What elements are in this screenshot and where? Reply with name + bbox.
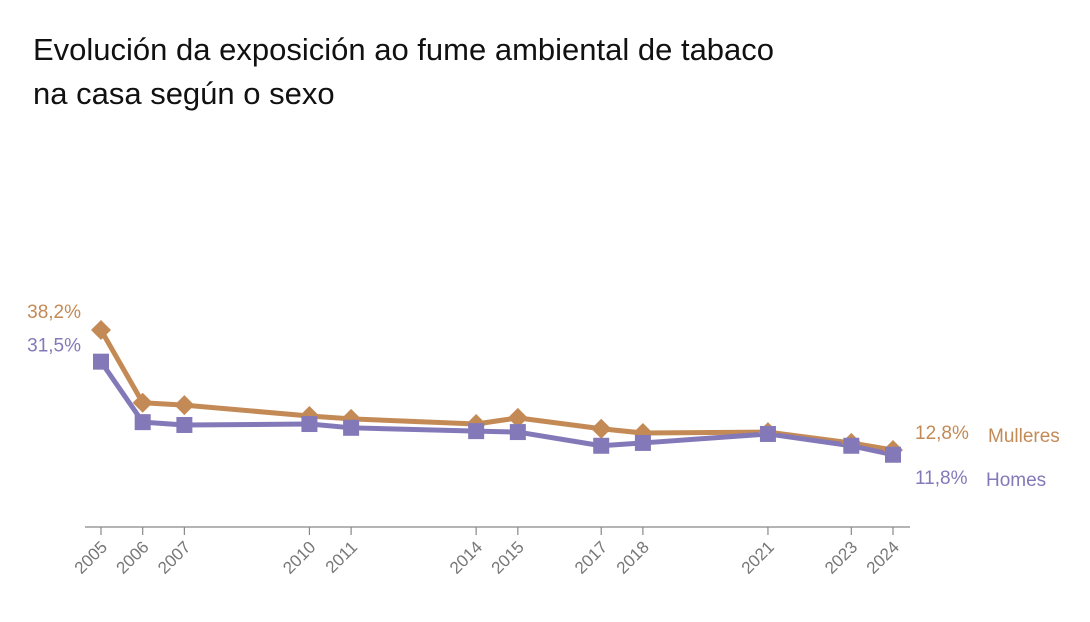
x-tick-label: 2014 [446,538,486,578]
legend-label: Mulleres [988,426,1060,447]
marker [509,424,526,441]
value-label: 11,8% [915,468,968,489]
chart-title: na casa según o sexo [33,76,335,111]
x-tick-label: 2011 [322,538,361,577]
chart-title: Evolución da exposición ao fume ambienta… [33,32,774,67]
marker [343,419,360,436]
x-tick-label: 2024 [863,538,903,578]
marker [843,437,860,454]
x-tick-label: 2023 [821,538,861,578]
x-tick-label: 2010 [279,538,319,578]
x-tick-label: 2007 [154,538,194,578]
value-label: 31,5% [27,336,81,357]
legend-label: Homes [986,470,1046,491]
marker [468,423,485,440]
x-tick-label: 2021 [738,538,778,578]
marker [134,414,151,431]
x-tick-label: 2017 [571,538,611,578]
value-label: 38,2% [27,302,81,323]
marker [634,434,651,451]
marker [301,416,318,433]
marker [759,425,776,442]
marker [507,407,528,428]
x-tick-label: 2006 [113,538,153,578]
value-label: 12,8% [915,423,969,444]
x-tick-label: 2005 [71,538,111,578]
marker [174,395,195,416]
marker [885,446,901,463]
x-tick-label: 2015 [488,538,528,578]
marker [93,353,109,370]
marker [91,320,111,341]
marker [132,392,153,413]
x-tick-label: 2018 [613,538,653,578]
marker [176,416,193,433]
marker [591,418,612,439]
marker [593,437,610,454]
